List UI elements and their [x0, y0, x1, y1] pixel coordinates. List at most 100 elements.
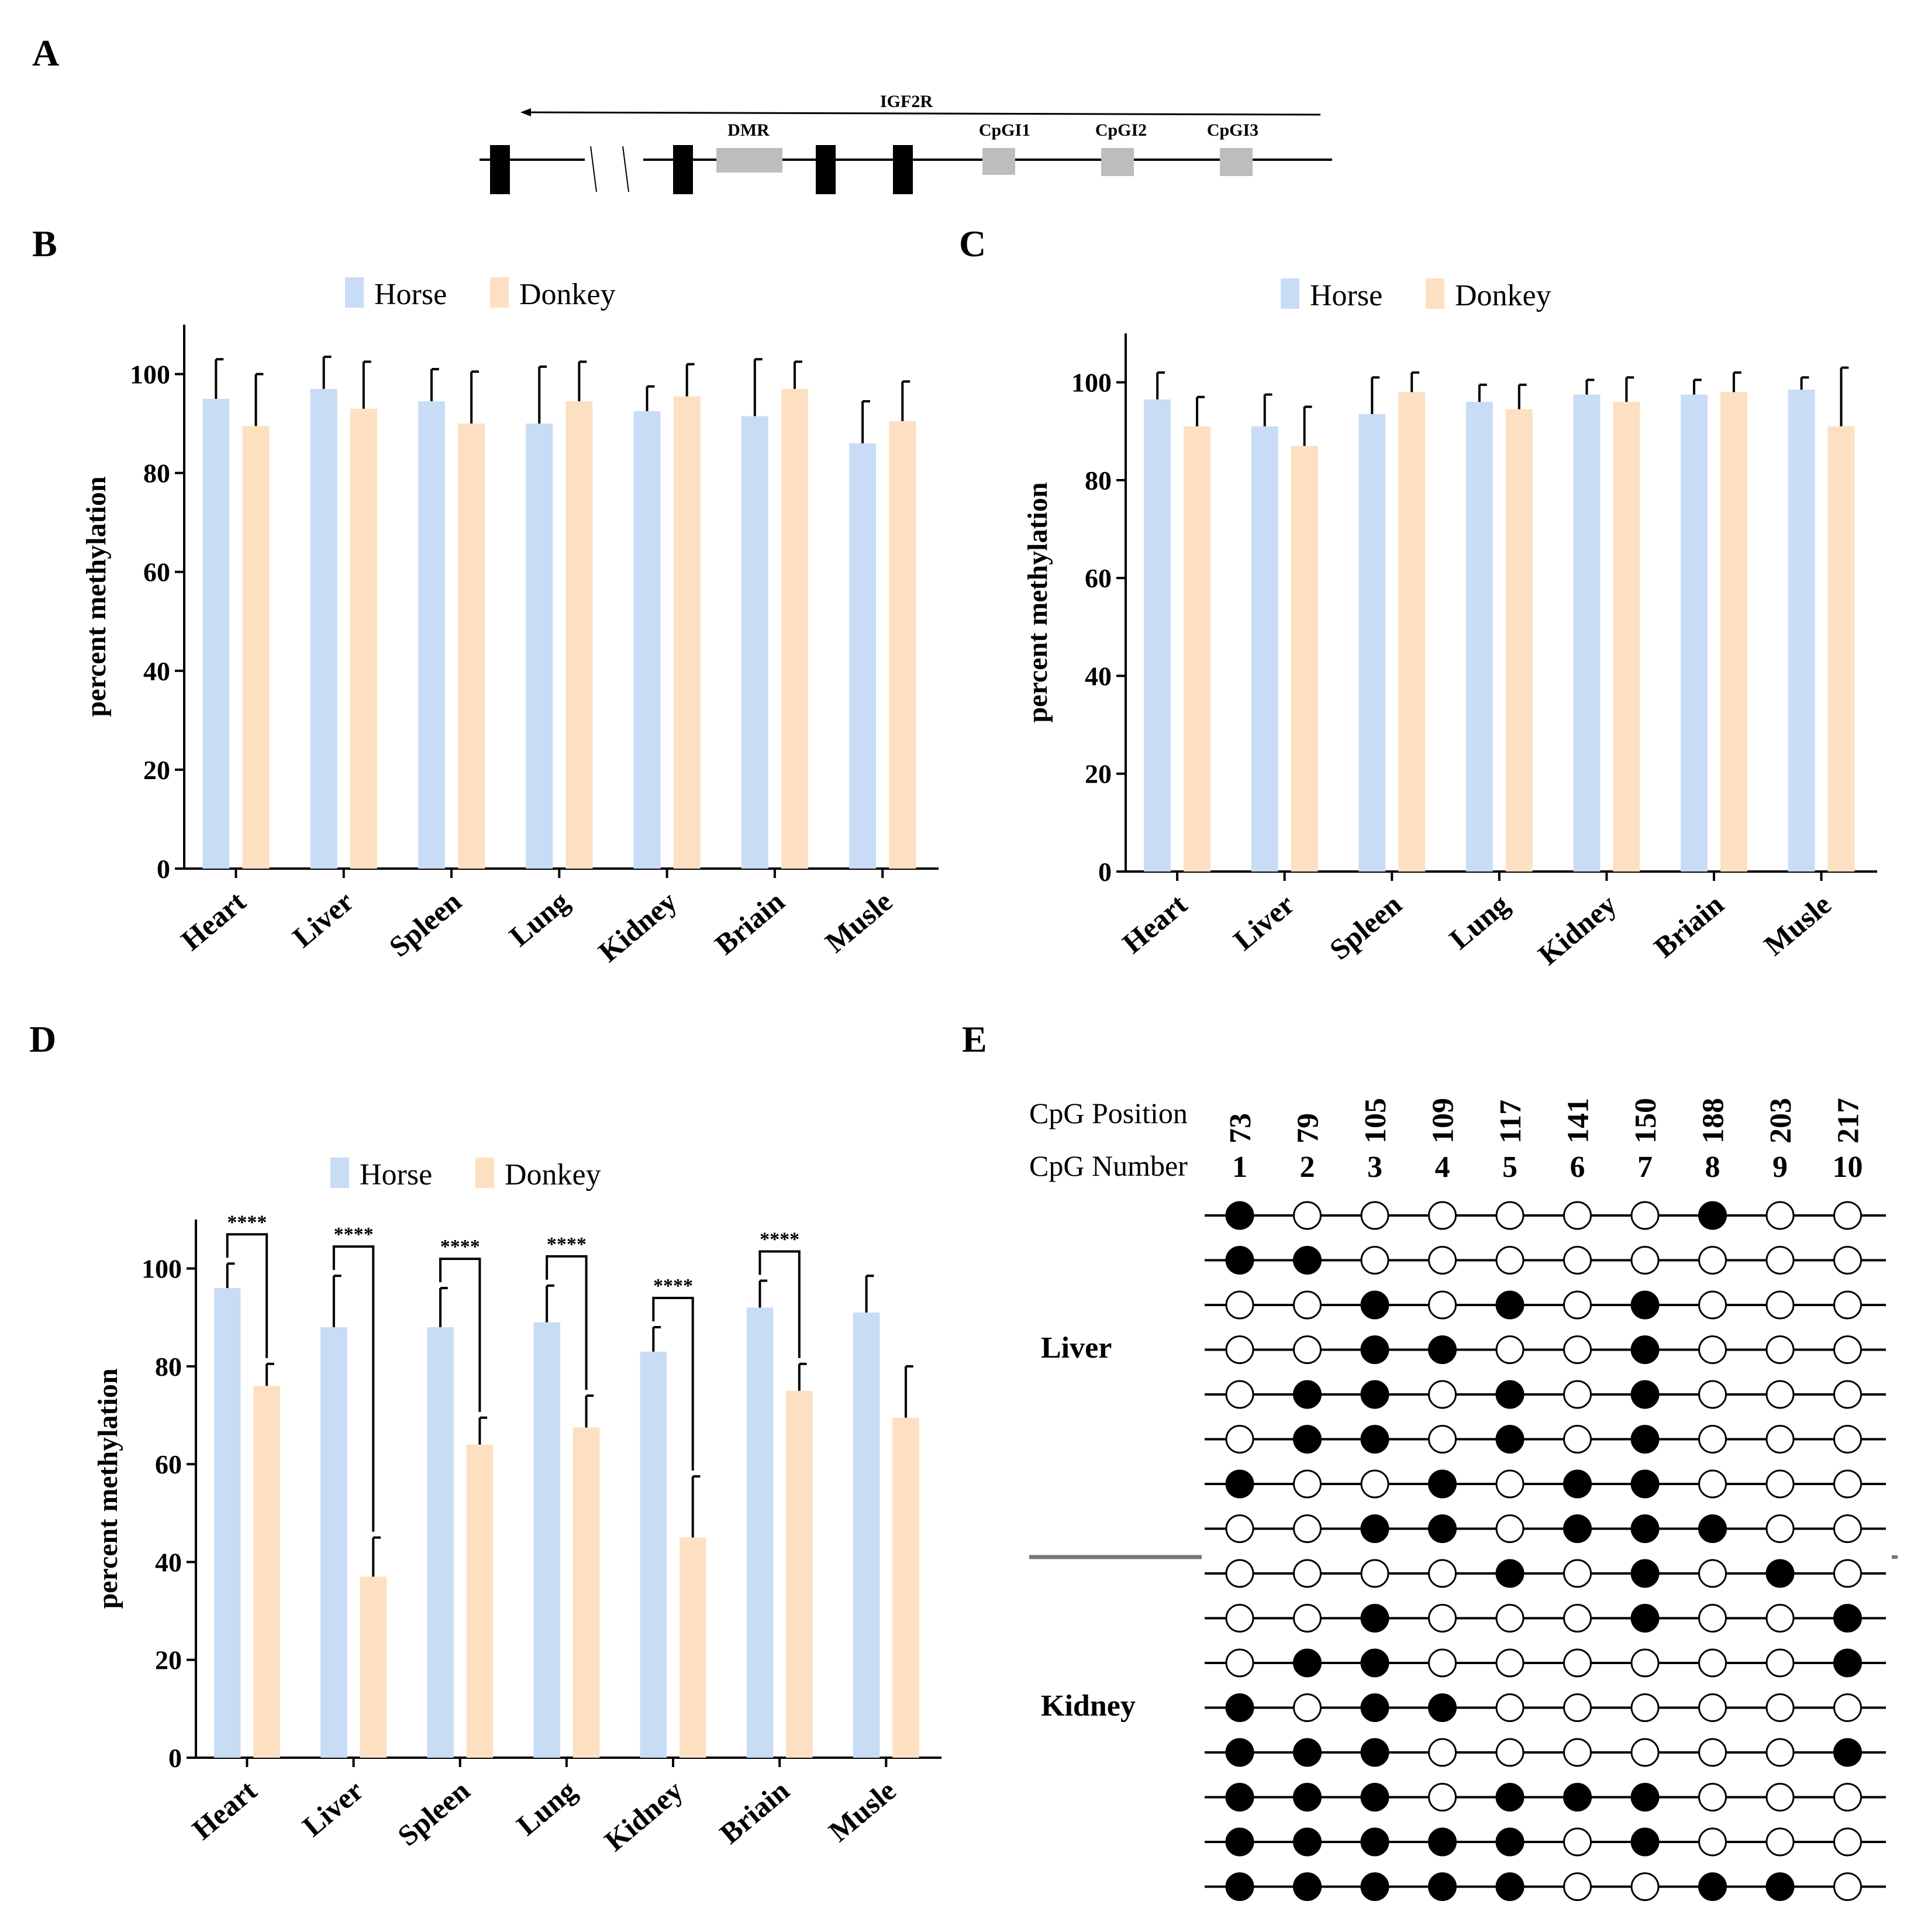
- unmethylated-cpg: [1225, 1425, 1254, 1454]
- methylated-cpg: [1495, 1872, 1525, 1901]
- unmethylated-cpg: [1495, 1604, 1525, 1633]
- y-tick-label: 0: [1098, 857, 1112, 887]
- bar-donkey-kidney: [673, 396, 701, 869]
- unmethylated-cpg: [1630, 1648, 1660, 1678]
- bar-horse-lung: [526, 423, 553, 869]
- unmethylated-cpg: [1563, 1738, 1592, 1767]
- exon-block: [673, 145, 693, 194]
- unmethylated-cpg: [1630, 1872, 1660, 1901]
- unmethylated-cpg: [1428, 1246, 1457, 1275]
- panel-letter-e: E: [962, 1018, 987, 1060]
- gene-name: IGF2R: [880, 92, 933, 111]
- y-tick-label: 60: [155, 1449, 182, 1479]
- unmethylated-cpg: [1495, 1246, 1525, 1275]
- unmethylated-cpg: [1833, 1693, 1862, 1722]
- x-tick-label: Briain: [1648, 887, 1730, 964]
- methylated-cpg: [1630, 1827, 1660, 1857]
- tissue-label-kidney: Kidney: [1041, 1689, 1136, 1723]
- y-tick-label: 80: [155, 1352, 182, 1382]
- bar-donkey-kidney: [679, 1537, 706, 1758]
- unmethylated-cpg: [1428, 1380, 1457, 1409]
- unmethylated-cpg: [1293, 1604, 1322, 1633]
- methylated-cpg: [1360, 1872, 1389, 1901]
- cpg-number-value: 4: [1435, 1151, 1450, 1184]
- chart-panel-c: 0 20 40 60 80 100 percent methylation Horse Donk…: [1022, 278, 1877, 971]
- cpg-number-value: 6: [1570, 1151, 1585, 1184]
- methylated-cpg: [1293, 1783, 1322, 1812]
- bar-donkey-spleen: [466, 1444, 494, 1758]
- y-tick-label: 80: [1085, 466, 1112, 495]
- bar-donkey-musle: [889, 421, 916, 869]
- bar-donkey-liver: [1291, 446, 1318, 872]
- methylated-cpg: [1225, 1872, 1254, 1901]
- bar-horse-kidney: [1573, 394, 1601, 872]
- unmethylated-cpg: [1563, 1290, 1592, 1320]
- methylated-cpg: [1630, 1783, 1660, 1812]
- x-tick-label: Heart: [1116, 887, 1193, 959]
- significance-bracket: [758, 1250, 801, 1358]
- significance-bracket: [439, 1258, 481, 1412]
- methylated-cpg: [1698, 1201, 1727, 1230]
- legend-swatch-horse: [345, 277, 364, 308]
- bar-horse-briain: [741, 416, 768, 869]
- unmethylated-cpg: [1495, 1335, 1525, 1364]
- methylated-cpg: [1360, 1514, 1389, 1543]
- unmethylated-cpg: [1698, 1290, 1727, 1320]
- methylated-cpg: [1225, 1469, 1254, 1499]
- methylated-cpg: [1293, 1827, 1322, 1857]
- unmethylated-cpg: [1765, 1335, 1795, 1364]
- unmethylated-cpg: [1293, 1559, 1322, 1588]
- unmethylated-cpg: [1563, 1425, 1592, 1454]
- x-tick-label: Kidney: [598, 1774, 689, 1858]
- unmethylated-cpg: [1225, 1648, 1254, 1678]
- methylated-cpg: [1698, 1514, 1727, 1543]
- methylated-cpg: [1428, 1514, 1457, 1543]
- unmethylated-cpg: [1563, 1604, 1592, 1633]
- gene-direction-arrow: [526, 111, 1321, 116]
- unmethylated-cpg: [1833, 1559, 1862, 1588]
- bar-donkey-spleen: [1398, 392, 1426, 872]
- unmethylated-cpg: [1833, 1514, 1862, 1543]
- cpg-number-label: CpG Number: [1029, 1149, 1188, 1182]
- legend-label-horse: Horse: [1310, 279, 1382, 312]
- cpg-number-value: 1: [1232, 1151, 1247, 1184]
- unmethylated-cpg: [1495, 1738, 1525, 1767]
- chart-panel-d: 0 20 40 60 80 100 percent methylation Horse Donk…: [92, 1158, 941, 1857]
- unmethylated-cpg: [1293, 1290, 1322, 1320]
- unmethylated-cpg: [1225, 1290, 1254, 1320]
- unmethylated-cpg: [1495, 1201, 1525, 1230]
- methylated-cpg: [1360, 1290, 1389, 1320]
- methylated-cpg: [1225, 1693, 1254, 1722]
- x-tick-label: Lung: [503, 885, 575, 953]
- dmr-label: DMR: [727, 120, 770, 140]
- significance-label: ****: [440, 1236, 480, 1258]
- unmethylated-cpg: [1698, 1738, 1727, 1767]
- cpgi2-label: CpGI2: [1095, 120, 1147, 140]
- methylated-cpg: [1428, 1872, 1457, 1901]
- unmethylated-cpg: [1428, 1201, 1457, 1230]
- unmethylated-cpg: [1495, 1693, 1525, 1722]
- x-tick-label: Kidney: [1532, 888, 1622, 972]
- methylated-cpg: [1360, 1693, 1389, 1722]
- x-tick-label: Heart: [186, 1773, 263, 1845]
- cpg-position-value: 109: [1427, 1098, 1460, 1144]
- cpg-number-value: 7: [1637, 1151, 1653, 1184]
- x-tick-label: Spleen: [383, 884, 468, 963]
- bar-donkey-spleen: [458, 423, 485, 869]
- unmethylated-cpg: [1428, 1783, 1457, 1812]
- unmethylated-cpg: [1833, 1246, 1862, 1275]
- significance-bracket: [652, 1297, 694, 1471]
- bar-donkey-musle: [892, 1417, 919, 1758]
- y-tick-label: 100: [1071, 368, 1112, 398]
- methylated-cpg: [1630, 1559, 1660, 1588]
- methylated-cpg: [1630, 1514, 1660, 1543]
- unmethylated-cpg: [1563, 1872, 1592, 1901]
- x-tick-label: Liver: [1227, 888, 1300, 957]
- y-tick-label: 40: [155, 1547, 182, 1577]
- gene-map: IGF2R DMR CpGI1 CpGI2 CpGI3: [480, 92, 1332, 194]
- methylated-cpg: [1293, 1738, 1322, 1767]
- unmethylated-cpg: [1765, 1648, 1795, 1678]
- cpg-position-label: CpG Position: [1029, 1097, 1188, 1129]
- y-tick-label: 100: [130, 360, 170, 390]
- unmethylated-cpg: [1833, 1201, 1862, 1230]
